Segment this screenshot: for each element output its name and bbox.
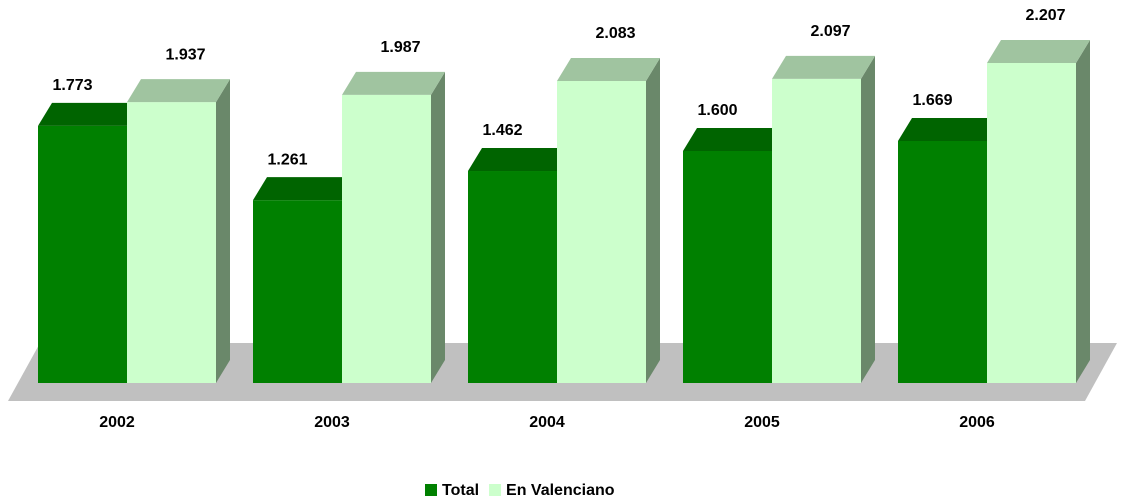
bar-side [646, 57, 660, 384]
data-label: 1.773 [52, 77, 92, 94]
bar-top [38, 102, 141, 126]
data-label: 1.987 [380, 39, 420, 56]
bar-top [127, 79, 230, 103]
bar-top [342, 71, 445, 95]
legend-swatch [425, 484, 437, 496]
bar [468, 171, 557, 383]
x-tick-label: 2002 [99, 414, 135, 431]
bar-top [468, 148, 571, 172]
bar [772, 78, 861, 383]
bar-top [772, 55, 875, 79]
x-tick-label: 2004 [529, 414, 565, 431]
bar [557, 80, 646, 383]
data-label: 1.462 [482, 122, 522, 139]
bar-top [987, 39, 1090, 63]
bar-side [431, 71, 445, 383]
x-tick-label: 2006 [959, 414, 995, 431]
data-label: 1.937 [165, 46, 205, 63]
bar-side [216, 79, 230, 383]
bar-top [683, 128, 786, 151]
bar [253, 200, 342, 383]
data-label: 1.669 [912, 92, 952, 109]
data-label: 2.083 [595, 25, 635, 42]
bar [898, 140, 987, 383]
bar [342, 94, 431, 383]
bar [987, 62, 1076, 384]
bar [683, 151, 772, 383]
legend-label: Total [442, 482, 479, 499]
x-tick-label: 2005 [744, 414, 780, 431]
data-label: 1.261 [267, 151, 307, 168]
bar [38, 125, 127, 383]
legend-swatch [489, 484, 502, 496]
bar-top [898, 117, 1001, 141]
data-label: 2.207 [1025, 7, 1065, 24]
bar-top [253, 177, 356, 201]
data-label: 1.600 [697, 102, 737, 119]
bar-side [861, 55, 875, 384]
data-label: 2.097 [810, 23, 850, 40]
bar-top [557, 57, 660, 81]
legend-label: En Valenciano [506, 482, 615, 499]
bar [127, 102, 216, 383]
x-tick-label: 2003 [314, 414, 350, 431]
bar-side [1076, 39, 1090, 384]
